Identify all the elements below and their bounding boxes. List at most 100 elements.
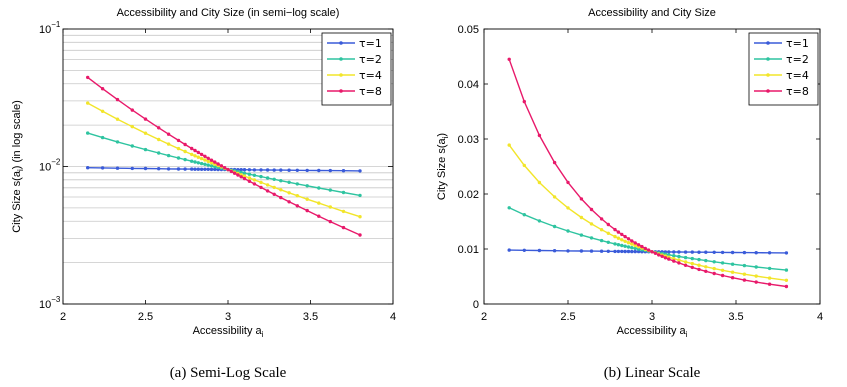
data-point: [704, 258, 708, 263]
data-point: [190, 152, 194, 157]
data-point: [730, 262, 735, 266]
data-point: [633, 246, 637, 251]
data-point: [720, 268, 725, 272]
data-point: [213, 164, 217, 169]
x-axis-label: Accessibility ai: [193, 325, 264, 339]
legend-label: τ=2: [786, 53, 809, 66]
y-axis-label: City Size s(ai) (in log scale): [11, 100, 25, 233]
data-point: [606, 231, 610, 235]
data-point: [259, 185, 263, 190]
y-tick-label: 10−2: [39, 158, 61, 174]
data-point: [176, 146, 181, 151]
data-point: [209, 161, 214, 165]
data-point: [767, 266, 772, 271]
y-tick-base: 10: [39, 299, 51, 311]
legend-marker: [339, 41, 343, 45]
series-line-2: [87, 132, 361, 197]
data-point: [636, 243, 641, 247]
data-point: [272, 192, 276, 196]
data-point: [623, 249, 627, 254]
data-point: [196, 155, 200, 159]
data-point: [613, 227, 617, 232]
data-point: [626, 245, 631, 249]
data-point: [305, 208, 309, 213]
data-point: [626, 249, 631, 254]
legend-marker: [766, 41, 770, 45]
data-point: [287, 200, 291, 204]
data-point: [358, 193, 362, 198]
data-point: [247, 172, 252, 176]
data-point: [742, 263, 747, 268]
data-point: [199, 152, 204, 157]
data-point: [295, 168, 299, 172]
data-point: [252, 173, 257, 177]
data-point: [507, 57, 511, 61]
data-point: [358, 215, 362, 219]
y-axis-label-sub: i: [441, 136, 450, 138]
data-point: [206, 163, 210, 167]
y-tick-label: 0.03: [458, 134, 479, 146]
data-point: [196, 150, 200, 155]
data-point: [199, 167, 204, 171]
data-point: [616, 236, 621, 240]
data-point: [157, 151, 161, 155]
x-axis-label: Accessibility ai: [617, 325, 688, 339]
y-axis-label-suffix: ) (in log scale): [11, 100, 23, 169]
data-point: [616, 230, 621, 234]
data-point: [295, 204, 299, 208]
data-point: [660, 254, 664, 258]
data-point: [537, 133, 542, 138]
data-point: [522, 163, 526, 168]
data-point: [616, 243, 621, 247]
data-point: [677, 261, 681, 265]
x-tick-label: 2: [481, 311, 487, 323]
data-point: [166, 167, 171, 171]
data-point: [599, 238, 604, 243]
legend-marker: [766, 89, 770, 93]
data-point: [507, 143, 511, 147]
data-point: [646, 248, 651, 252]
legend-label: τ=1: [786, 37, 809, 50]
data-point: [317, 201, 321, 205]
data-point: [537, 248, 542, 253]
data-point: [697, 250, 701, 254]
data-point: [183, 149, 187, 154]
data-point: [242, 171, 247, 175]
data-point: [317, 186, 321, 190]
data-point: [606, 249, 610, 253]
data-point: [507, 206, 511, 210]
data-point: [630, 242, 634, 246]
data-point: [522, 248, 526, 252]
data-point: [712, 266, 716, 271]
data-point: [613, 249, 617, 254]
data-point: [341, 190, 346, 195]
data-point: [720, 261, 725, 265]
data-point: [606, 222, 610, 227]
y-tick-label: 10−1: [39, 20, 61, 36]
data-point: [223, 166, 227, 170]
data-point: [196, 167, 200, 171]
data-point: [143, 147, 148, 152]
data-point: [667, 250, 671, 254]
series-line-4: [87, 102, 361, 218]
data-point: [672, 257, 676, 261]
data-point: [704, 269, 708, 273]
legend-box: [321, 32, 392, 106]
data-point: [328, 205, 332, 209]
data-point: [259, 174, 263, 179]
data-point: [157, 126, 161, 130]
legend-box: [748, 32, 819, 106]
data-point: [176, 156, 181, 160]
data-point: [100, 166, 105, 170]
data-point: [633, 243, 637, 248]
data-point: [328, 168, 332, 173]
legend-label: τ=1: [359, 37, 382, 50]
data-point: [157, 167, 161, 171]
figure-caption: (b) Linear Scale: [604, 365, 701, 381]
y-axis-label-suffix: ): [436, 133, 448, 137]
data-point: [143, 166, 148, 171]
data-point: [183, 157, 187, 162]
series-line-2: [508, 207, 787, 271]
data-point: [507, 248, 511, 252]
